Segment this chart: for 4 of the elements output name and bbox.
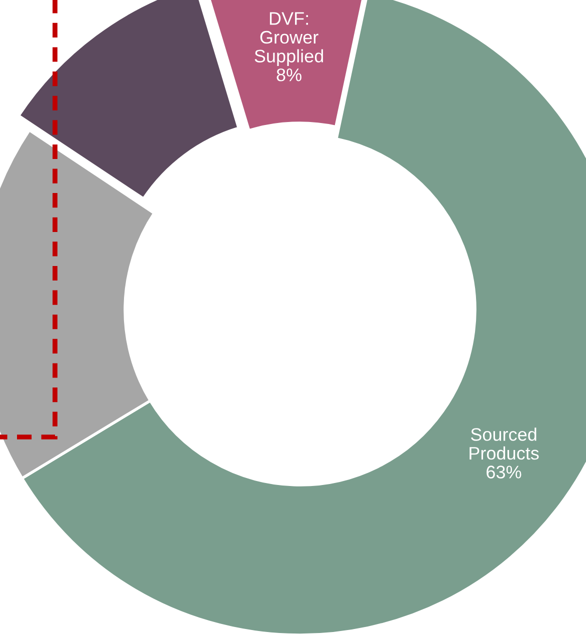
data-label: 8% — [276, 68, 302, 82]
data-label: 63% — [486, 466, 522, 478]
slice-label: Sourced Products — [470, 428, 539, 460]
slice-label: DVF: Grower Supplied — [254, 12, 324, 66]
